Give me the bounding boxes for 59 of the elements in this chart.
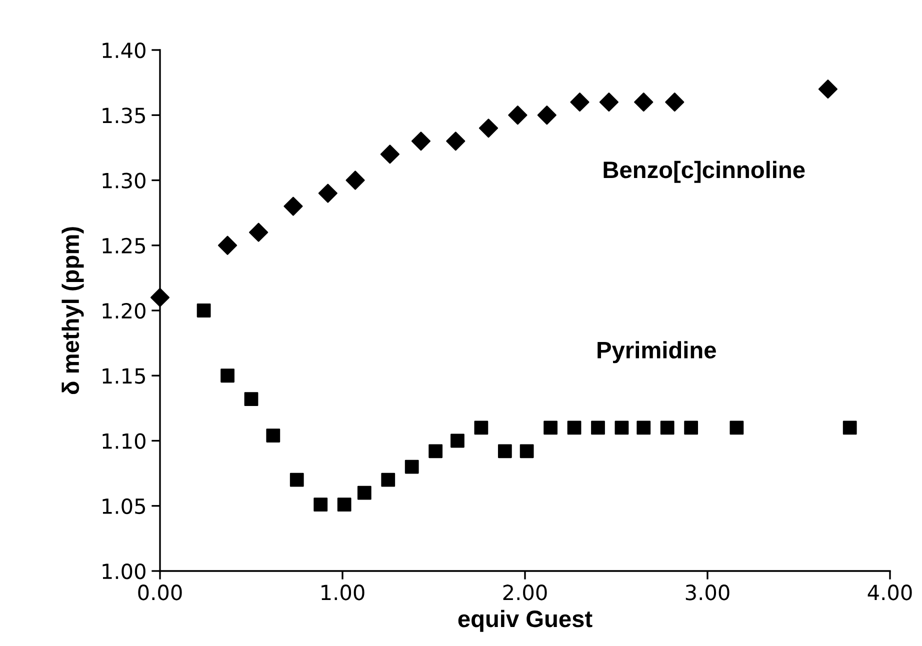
point <box>537 106 556 125</box>
y-tick-label: 1.30 <box>102 172 146 188</box>
point <box>381 472 396 487</box>
point <box>404 460 419 474</box>
point <box>450 434 464 448</box>
y-tick-label: 1.20 <box>102 302 146 319</box>
point <box>380 144 400 164</box>
point <box>730 420 744 435</box>
x-tick-label: 1.00 <box>322 584 364 600</box>
y-tick-label: 1.15 <box>102 368 145 384</box>
text: Pyrimidine <box>598 341 716 364</box>
point <box>660 420 674 435</box>
point <box>544 420 558 435</box>
point <box>567 420 582 435</box>
point <box>634 92 654 112</box>
point <box>599 92 618 112</box>
point <box>284 196 303 216</box>
point <box>446 132 466 151</box>
y-tick-label: 1.05 <box>102 498 145 514</box>
point <box>290 472 304 487</box>
y-tick-label: 1.35 <box>102 108 145 124</box>
point <box>266 428 280 442</box>
point <box>411 132 431 151</box>
y-tick-label: 1.25 <box>102 238 145 254</box>
point <box>614 420 629 435</box>
point <box>665 92 684 112</box>
point <box>357 486 372 500</box>
point <box>150 288 170 308</box>
point <box>196 304 211 318</box>
point <box>314 498 328 512</box>
x-tick-label: 3.00 <box>686 584 730 600</box>
point <box>428 444 443 458</box>
x-tick-label: 4.00 <box>868 584 912 600</box>
point <box>842 420 857 435</box>
x-axis-title: equiv Guest <box>458 610 592 632</box>
point <box>508 106 528 125</box>
y-axis-title: δ methyl (ppm) <box>62 227 84 394</box>
text: Benzo[c]cinnoline <box>604 160 805 183</box>
y-tick-label: 1.00 <box>102 563 146 580</box>
point <box>478 118 498 138</box>
point <box>520 444 534 458</box>
point <box>220 368 234 383</box>
point <box>318 184 338 203</box>
point <box>474 420 488 435</box>
point <box>818 80 838 99</box>
x-tick-label: 2.00 <box>503 584 547 600</box>
point <box>244 392 258 406</box>
point <box>346 170 365 190</box>
point <box>591 420 605 435</box>
y-tick-label: 1.10 <box>102 433 146 449</box>
point <box>218 236 238 255</box>
point <box>684 420 698 435</box>
point <box>636 420 651 435</box>
point <box>337 498 352 512</box>
point <box>249 222 268 242</box>
point <box>570 92 590 112</box>
point <box>498 444 512 458</box>
x-tick-label: 0.00 <box>138 584 182 600</box>
y-tick-label: 1.40 <box>102 42 146 58</box>
